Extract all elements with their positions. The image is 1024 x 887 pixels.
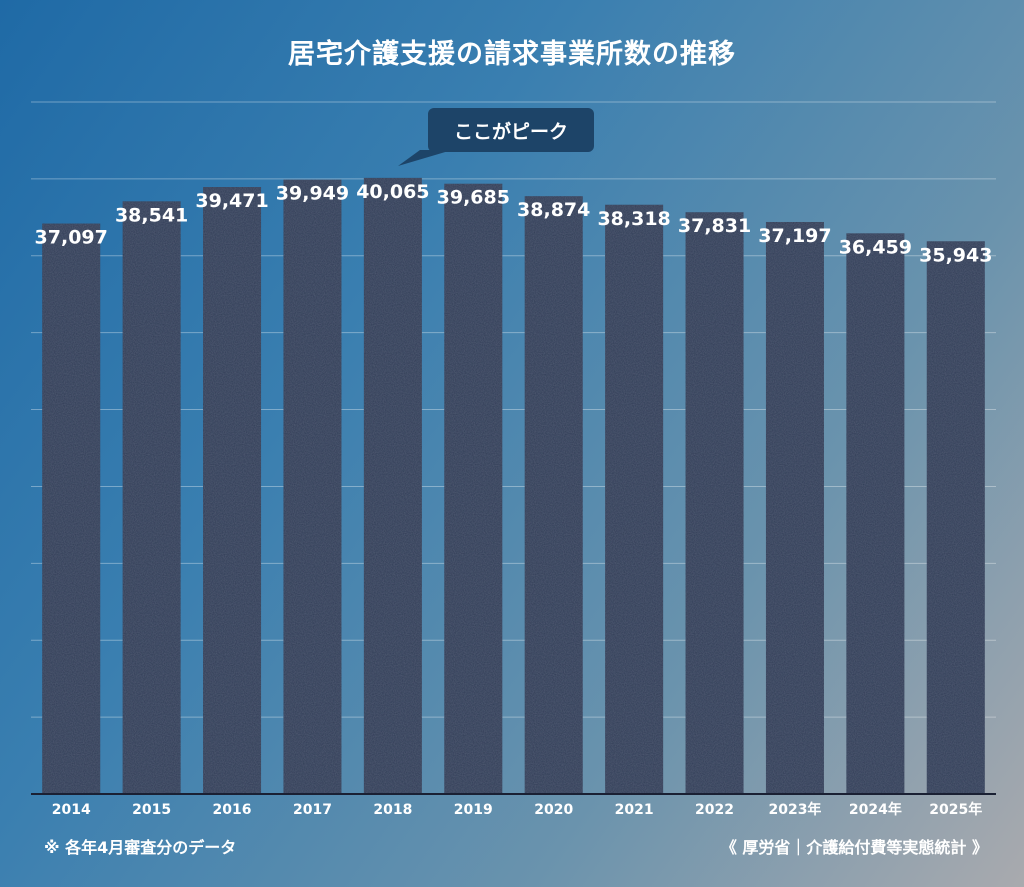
x-tick-label-2023年: 2023年 — [768, 801, 821, 818]
bar-2016 — [203, 187, 262, 794]
value-label-2019: 39,685 — [437, 187, 510, 209]
bars — [42, 177, 985, 794]
bar-2023年 — [765, 221, 824, 794]
x-axis-labels: 2014 2015 2016 2017 2018 2019 2020 2021 2022 2023… — [52, 801, 983, 818]
value-label-2016: 39,471 — [195, 190, 268, 212]
x-tick-label-2025年: 2025年 — [929, 801, 982, 818]
bar-2014 — [42, 223, 101, 794]
bar-2025年 — [926, 241, 985, 794]
bar-2021 — [605, 204, 664, 794]
value-label-2017: 39,949 — [276, 183, 349, 205]
bar-2022 — [685, 212, 744, 794]
x-tick-label-2022: 2022 — [695, 802, 734, 818]
gridlines — [31, 101, 996, 718]
value-label-2024年: 36,459 — [839, 236, 912, 258]
value-label-2022: 37,831 — [678, 215, 751, 237]
peak-callout: ここがピーク — [428, 108, 594, 152]
x-tick-label-2021: 2021 — [615, 802, 654, 818]
bar-2015 — [122, 201, 181, 794]
x-tick-label-2015: 2015 — [132, 802, 171, 818]
bar-2018 — [363, 177, 422, 794]
bar-2019 — [444, 183, 503, 794]
value-label-2015: 38,541 — [115, 204, 188, 226]
x-tick-label-2014: 2014 — [52, 802, 91, 818]
bar-2017 — [283, 179, 342, 794]
bar-2020 — [524, 196, 583, 794]
footnote: ※ 各年4月審査分のデータ — [44, 838, 237, 857]
source-note: 《 厚労省｜介護給付費等実態統計 》 — [720, 838, 988, 857]
value-label-2025年: 35,943 — [919, 244, 992, 266]
chart-title: 居宅介護支援の請求事業所数の推移 — [288, 39, 736, 70]
value-label-2014: 37,097 — [35, 227, 108, 249]
value-label-2023年: 37,197 — [758, 225, 831, 247]
value-label-2020: 38,874 — [517, 199, 590, 221]
value-label-2018: 40,065 — [356, 181, 429, 203]
x-tick-label-2016: 2016 — [213, 802, 252, 818]
x-tick-label-2024年: 2024年 — [849, 801, 902, 818]
x-tick-label-2019: 2019 — [454, 802, 493, 818]
bar-2024年 — [846, 233, 905, 794]
value-label-2021: 38,318 — [597, 208, 670, 230]
callout-pointer — [398, 150, 452, 166]
x-tick-label-2020: 2020 — [534, 802, 573, 818]
value-labels: 37,097 38,541 39,471 39,949 40,065 39,685 38,8… — [35, 181, 993, 266]
x-tick-label-2018: 2018 — [373, 802, 412, 818]
x-tick-label-2017: 2017 — [293, 802, 332, 818]
